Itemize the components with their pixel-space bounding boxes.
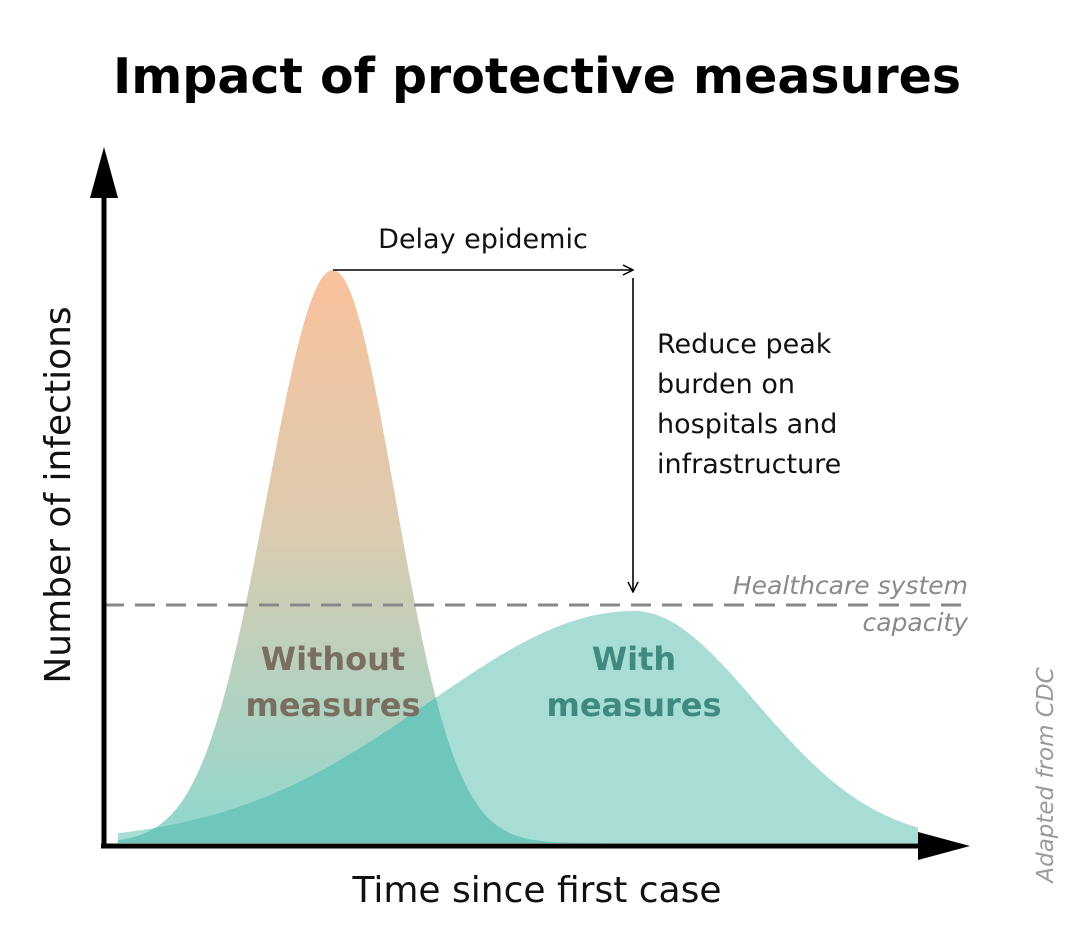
capacity-label-line2: capacity xyxy=(862,608,969,637)
source-credit: Adapted from CDC xyxy=(1033,667,1059,884)
without-measures-curve xyxy=(118,270,918,844)
with-measures-label-line2: measures xyxy=(547,686,722,724)
x-axis-arrowhead xyxy=(918,832,970,860)
x-axis-label: Time since first case xyxy=(351,870,721,911)
without-measures-label-line2: measures xyxy=(246,686,421,724)
reduce-peak-label-line2: burden on xyxy=(657,369,795,400)
chart-title: Impact of protective measures xyxy=(113,48,961,105)
y-axis-arrowhead xyxy=(90,147,118,198)
with-measures-label-line1: With xyxy=(592,640,676,678)
capacity-label-line1: Healthcare system xyxy=(733,571,968,600)
without-measures-label-line1: Without xyxy=(261,640,405,678)
reduce-peak-label-line1: Reduce peak xyxy=(657,329,832,360)
reduce-peak-label-line4: infrastructure xyxy=(657,449,841,480)
y-axis-label: Number of infections xyxy=(38,306,79,683)
reduce-peak-label-line3: hospitals and xyxy=(657,409,837,440)
delay-epidemic-label: Delay epidemic xyxy=(378,224,588,255)
